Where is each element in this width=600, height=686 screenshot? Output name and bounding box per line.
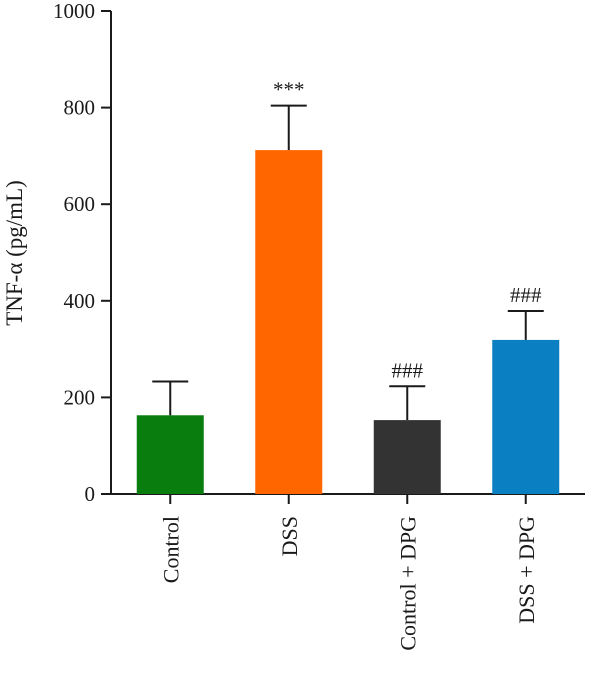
annotation-1: *** bbox=[273, 78, 305, 102]
bar-3 bbox=[492, 339, 560, 494]
annotation-2: ### bbox=[392, 358, 424, 382]
error-bars bbox=[152, 104, 544, 421]
x-tick-labels: Control DSS Control + DPG DSS + DPG bbox=[158, 516, 539, 651]
bar-2 bbox=[373, 420, 441, 494]
x-axis bbox=[111, 493, 585, 504]
x-tick-label-0: Control bbox=[158, 516, 183, 583]
y-tick-label-3: 600 bbox=[64, 192, 96, 216]
y-tick-label-2: 400 bbox=[64, 289, 96, 313]
annotation-3: ### bbox=[510, 283, 542, 307]
y-tick-label-1: 200 bbox=[64, 385, 96, 409]
x-tick-label-2: Control + DPG bbox=[395, 516, 420, 651]
y-axis-label: TNF-α (pg/mL) bbox=[2, 180, 27, 326]
y-axis: 0 200 400 600 800 1000 bbox=[53, 0, 112, 506]
significance-annotations: *** ### ### bbox=[273, 78, 542, 383]
x-tick-label-3: DSS + DPG bbox=[514, 516, 539, 624]
bar-0 bbox=[136, 415, 204, 494]
bar-1 bbox=[255, 150, 323, 494]
y-tick-label-0: 0 bbox=[85, 482, 96, 506]
x-tick-label-1: DSS bbox=[277, 516, 302, 556]
y-tick-label-4: 800 bbox=[64, 96, 96, 120]
y-tick-label-5: 1000 bbox=[53, 0, 95, 23]
bars bbox=[136, 150, 560, 494]
